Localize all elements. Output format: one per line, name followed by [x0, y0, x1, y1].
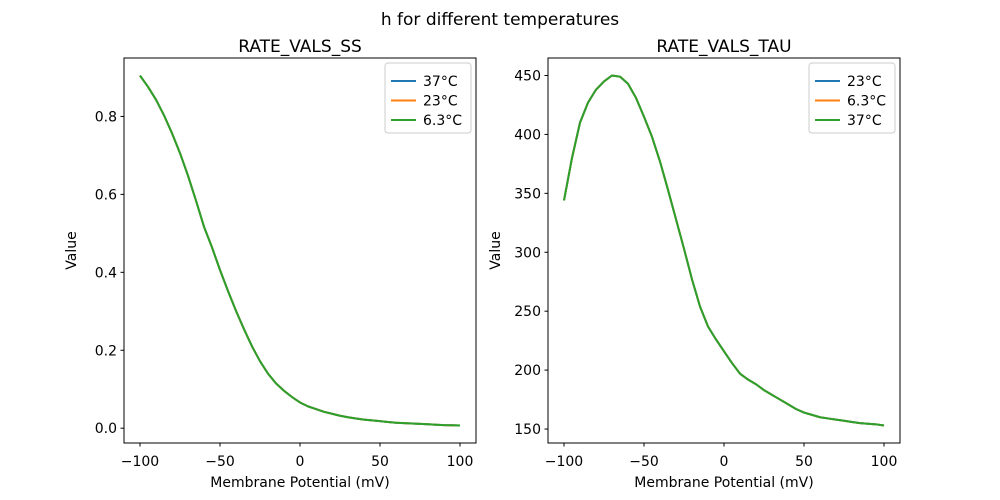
- x-tick-label: 50: [795, 454, 813, 470]
- series-line-6.3-c: [139, 74, 461, 427]
- y-axis-label: Value: [488, 231, 504, 269]
- y-tick-label: 0.4: [95, 265, 117, 281]
- legend-label: 37°C: [423, 74, 458, 90]
- series-line-37-c: [563, 74, 885, 427]
- x-tick-label: −50: [205, 454, 235, 470]
- x-tick-label: 50: [371, 454, 389, 470]
- y-tick-label: 250: [514, 304, 541, 320]
- y-tick-label: 0.0: [95, 421, 117, 437]
- y-tick-label: 300: [514, 245, 541, 261]
- y-tick-label: 0.2: [95, 343, 117, 359]
- x-tick-label: −100: [121, 454, 159, 470]
- y-tick-label: 0.8: [95, 109, 117, 125]
- legend-label: 23°C: [423, 94, 458, 110]
- y-tick-label: 400: [514, 127, 541, 143]
- y-axis-label: Value: [64, 231, 80, 269]
- x-tick-label: 0: [296, 454, 305, 470]
- x-tick-label: −100: [545, 454, 583, 470]
- x-tick-label: 100: [447, 454, 474, 470]
- subplot-rate-vals-tau: −100 −50 0 50 100 150 200 250 300 350 400 450 RATE_V…: [488, 37, 901, 491]
- y-tick-label: 150: [514, 422, 541, 438]
- figure-suptitle: h for different temperatures: [381, 10, 619, 30]
- x-axis-label: Membrane Potential (mV): [210, 475, 389, 491]
- legend-label: 6.3°C: [423, 113, 462, 129]
- subplot-title: RATE_VALS_SS: [238, 37, 362, 57]
- legend: 23°C 6.3°C 37°C: [808, 62, 896, 134]
- subplot-title: RATE_VALS_TAU: [656, 37, 791, 57]
- x-tick-label: 0: [720, 454, 729, 470]
- x-tick-label: 100: [871, 454, 898, 470]
- charts-container: −100 −50 0 50 100 0.0 0.2 0.4 0.6 0.8 RATE_VALS_SS…: [64, 37, 901, 491]
- x-tick-label: −50: [629, 454, 659, 470]
- y-tick-label: 450: [514, 69, 541, 85]
- legend-label: 6.3°C: [847, 94, 886, 110]
- legend-label: 23°C: [847, 74, 882, 90]
- y-tick-label: 200: [514, 363, 541, 379]
- legend: 37°C 23°C 6.3°C: [384, 62, 472, 134]
- x-axis-label: Membrane Potential (mV): [634, 475, 813, 491]
- y-tick-label: 350: [514, 186, 541, 202]
- y-tick-label: 0.6: [95, 187, 117, 203]
- legend-label: 37°C: [847, 113, 882, 129]
- subplot-rate-vals-ss: −100 −50 0 50 100 0.0 0.2 0.4 0.6 0.8 RATE_VALS_SS…: [64, 37, 477, 491]
